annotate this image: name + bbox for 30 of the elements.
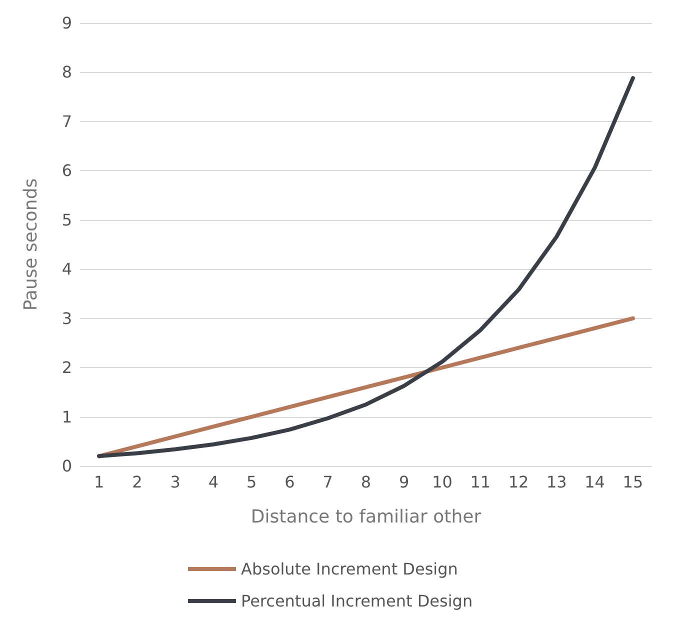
y-tick-label: 6 [62, 161, 72, 180]
x-tick-label: 2 [132, 472, 142, 492]
x-tick-label: 1 [94, 472, 104, 492]
x-tick-label: 15 [622, 472, 644, 492]
x-tick-label: 10 [432, 472, 452, 492]
x-tick-label: 9 [399, 472, 410, 492]
legend-label: Absolute Increment Design [241, 560, 458, 578]
x-tick-label: 12 [508, 472, 529, 492]
x-tick-label: 13 [546, 472, 567, 492]
legend-label: Percentual Increment Design [241, 592, 473, 610]
y-tick-label: 5 [62, 210, 72, 230]
y-tick-label: 2 [62, 358, 72, 378]
y-axis-title: Pause seconds [20, 178, 42, 311]
x-tick-label: 6 [284, 472, 295, 492]
y-tick-label: 8 [62, 62, 72, 82]
x-tick-label: 14 [584, 472, 605, 492]
x-tick-label: 11 [470, 472, 491, 492]
y-tick-label: 1 [62, 407, 72, 426]
x-tick-label: 8 [360, 472, 372, 492]
x-tick-label: 4 [208, 472, 219, 492]
y-tick-label: 7 [62, 112, 72, 131]
x-tick-label: 7 [322, 472, 333, 492]
y-tick-label: 0 [62, 456, 72, 476]
y-tick-label: 9 [62, 14, 72, 32]
x-axis-title: Distance to familiar other [250, 506, 482, 528]
x-tick-label: 3 [170, 472, 180, 492]
x-tick-label: 5 [246, 472, 257, 492]
y-tick-label: 3 [62, 308, 72, 328]
y-tick-label: 4 [62, 260, 72, 279]
line-series [97, 76, 635, 458]
